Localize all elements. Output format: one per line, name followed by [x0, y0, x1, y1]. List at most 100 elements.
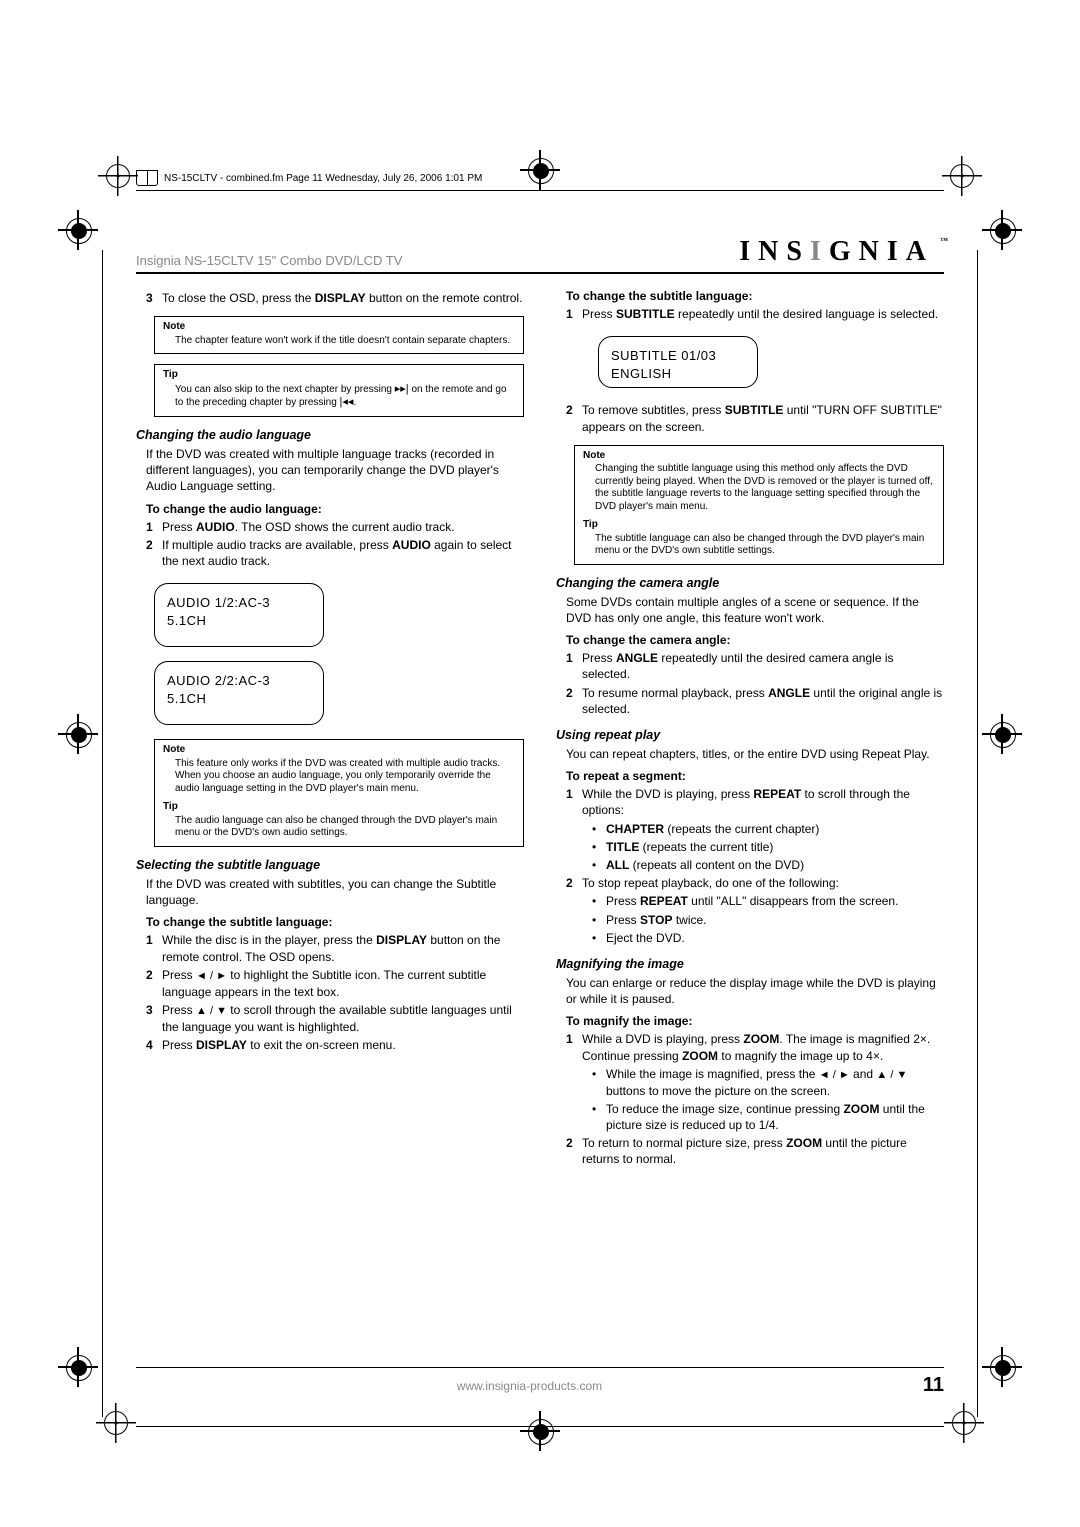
tip-label: Tip: [163, 801, 515, 814]
crop-target: [58, 210, 98, 250]
manual-page: NS-15CLTV - combined.fm Page 11 Wednesda…: [0, 0, 1080, 1527]
prev-track-icon: |◂◂: [340, 396, 354, 408]
left-column: 3To close the OSD, press the DISPLAY but…: [136, 288, 524, 1169]
osd-display: SUBTITLE 01/03 ENGLISH: [598, 336, 758, 388]
step-text: While the disc is in the player, press t…: [162, 932, 524, 964]
step-text: Press ◄ / ► to highlight the Subtitle ic…: [162, 967, 524, 1000]
left-right-arrow-icon: ◄ / ►: [819, 1069, 850, 1081]
bullet-text: TITLE (repeats the current title): [606, 839, 944, 855]
step-text: Press SUBTITLE repeatedly until the desi…: [582, 306, 944, 322]
heading-magnify: Magnifying the image: [556, 956, 944, 973]
tip-body: The audio language can also be changed t…: [175, 815, 515, 840]
crop-target: [58, 1347, 98, 1387]
bottom-rule: [136, 1426, 944, 1427]
footer-url: www.insignia-products.com: [136, 1379, 923, 1393]
note-body: This feature only works if the DVD was c…: [175, 758, 515, 796]
step-text: Press ▲ / ▼ to scroll through the availa…: [162, 1002, 524, 1035]
step-text: To close the OSD, press the DISPLAY butt…: [162, 290, 524, 306]
subheading: To change the camera angle:: [566, 632, 944, 648]
crop-target: [58, 714, 98, 754]
step-text: To resume normal playback, press ANGLE u…: [582, 685, 944, 717]
step-number: 4: [146, 1037, 162, 1053]
step-text: To stop repeat playback, do one of the f…: [582, 875, 944, 891]
crop-target: [520, 150, 560, 190]
step-number: 1: [566, 306, 582, 322]
meta-text: NS-15CLTV - combined.fm Page 11 Wednesda…: [164, 173, 482, 184]
step-number: 1: [566, 786, 582, 818]
bullet-text: While the image is magnified, press the …: [606, 1066, 944, 1099]
next-track-icon: ▸▸|: [395, 383, 409, 395]
crop-target: [520, 1411, 560, 1451]
paragraph: You can repeat chapters, titles, or the …: [566, 746, 944, 762]
step-text: If multiple audio tracks are available, …: [162, 537, 524, 569]
bullet-icon: •: [592, 1066, 606, 1099]
heading-angle: Changing the camera angle: [556, 575, 944, 592]
book-icon: [136, 170, 158, 186]
content: Insignia NS-15CLTV 15" Combo DVD/LCD TV …: [136, 236, 944, 1417]
step-number: 2: [566, 685, 582, 717]
tip-body: The subtitle language can also be change…: [595, 533, 935, 558]
note-tip-box: NoteThis feature only works if the DVD w…: [154, 739, 524, 847]
paragraph: If the DVD was created with multiple lan…: [146, 446, 524, 495]
bullet-text: Press REPEAT until "ALL" disappears from…: [606, 893, 944, 909]
crop-line: [102, 250, 103, 1417]
bullet-icon: •: [592, 912, 606, 928]
heading-audio: Changing the audio language: [136, 427, 524, 444]
step-text: Press AUDIO. The OSD shows the current a…: [162, 519, 524, 535]
note-box: NoteThe chapter feature won't work if th…: [154, 316, 524, 354]
step-text: Press DISPLAY to exit the on-screen menu…: [162, 1037, 524, 1053]
step-text: Press ANGLE repeatedly until the desired…: [582, 650, 944, 682]
step-number: 1: [146, 932, 162, 964]
heading-repeat: Using repeat play: [556, 727, 944, 744]
subheading: To repeat a segment:: [566, 768, 944, 784]
step-number: 1: [146, 519, 162, 535]
tip-label: Tip: [163, 369, 515, 382]
top-rule: [136, 190, 944, 191]
bullet-icon: •: [592, 839, 606, 855]
crop-target: [982, 714, 1022, 754]
right-column: To change the subtitle language: 1Press …: [556, 288, 944, 1169]
step-number: 2: [566, 1135, 582, 1167]
crop-line: [977, 250, 978, 1417]
subheading: To change the audio language:: [146, 501, 524, 517]
reg-mark: [952, 1411, 976, 1435]
tip-label: Tip: [583, 519, 935, 532]
step-text: While the DVD is playing, press REPEAT t…: [582, 786, 944, 818]
bullet-text: To reduce the image size, continue press…: [606, 1101, 944, 1133]
step-number: 1: [566, 650, 582, 682]
bullet-text: CHAPTER (repeats the current chapter): [606, 821, 944, 837]
bullet-text: Press STOP twice.: [606, 912, 944, 928]
brand-logo: INSIGNIA™: [739, 236, 944, 268]
paragraph: You can enlarge or reduce the display im…: [566, 975, 944, 1007]
step-text: To return to normal picture size, press …: [582, 1135, 944, 1167]
bullet-icon: •: [592, 821, 606, 837]
step-number: 1: [566, 1031, 582, 1063]
page-header: Insignia NS-15CLTV 15" Combo DVD/LCD TV …: [136, 236, 944, 274]
subheading: To magnify the image:: [566, 1013, 944, 1029]
note-tip-box: NoteChanging the subtitle language using…: [574, 445, 944, 565]
step-number: 3: [146, 290, 162, 306]
step-text: To remove subtitles, press SUBTITLE unti…: [582, 402, 944, 434]
bullet-icon: •: [592, 1101, 606, 1133]
subheading: To change the subtitle language:: [146, 914, 524, 930]
up-down-arrow-icon: ▲ / ▼: [196, 1005, 227, 1017]
up-down-arrow-icon: ▲ / ▼: [876, 1069, 907, 1081]
note-body: Changing the subtitle language using thi…: [595, 463, 935, 513]
tip-box: TipYou can also skip to the next chapter…: [154, 364, 524, 417]
doc-meta: NS-15CLTV - combined.fm Page 11 Wednesda…: [136, 170, 482, 186]
product-title: Insignia NS-15CLTV 15" Combo DVD/LCD TV: [136, 253, 402, 268]
step-number: 2: [146, 537, 162, 569]
note-label: Note: [163, 744, 515, 757]
step-text: While a DVD is playing, press ZOOM. The …: [582, 1031, 944, 1063]
bullet-icon: •: [592, 930, 606, 946]
step-number: 2: [566, 402, 582, 434]
page-number: 11: [923, 1374, 944, 1397]
step-number: 3: [146, 1002, 162, 1035]
bullet-icon: •: [592, 857, 606, 873]
bullet-text: Eject the DVD.: [606, 930, 944, 946]
step-number: 2: [146, 967, 162, 1000]
osd-display: AUDIO 1/2:AC-3 5.1CH: [154, 583, 324, 647]
crop-target: [982, 210, 1022, 250]
crop-target: [982, 1347, 1022, 1387]
note-body: The chapter feature won't work if the ti…: [175, 335, 515, 348]
